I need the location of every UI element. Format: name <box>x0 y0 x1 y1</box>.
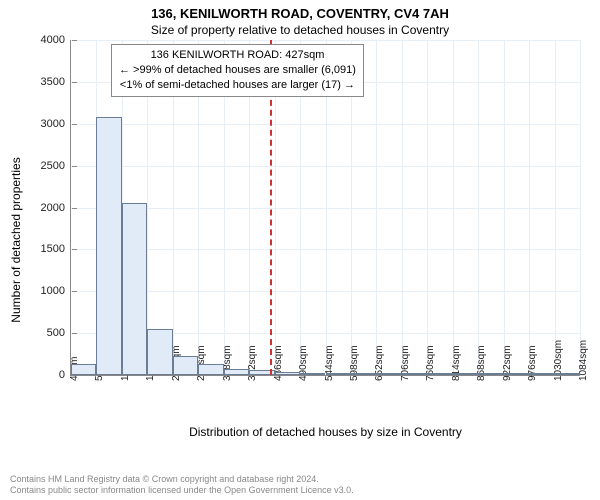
gridline-v <box>478 40 479 375</box>
x-tick: 382sqm <box>247 345 258 381</box>
gridline-v <box>402 40 403 375</box>
histogram-bar <box>71 364 96 375</box>
x-tick: 436sqm <box>273 345 284 381</box>
gridline-v <box>580 40 581 375</box>
gridline-v <box>555 40 556 375</box>
histogram-bar <box>96 117 121 375</box>
x-tick: 976sqm <box>527 345 538 381</box>
chart-region: Number of detached properties Distributi… <box>22 40 582 440</box>
histogram-bar <box>427 373 452 375</box>
y-tick: 1500 <box>41 243 71 255</box>
page-subtitle: Size of property relative to detached ho… <box>0 23 600 39</box>
x-tick: 544sqm <box>324 345 335 381</box>
histogram-bar <box>504 373 529 375</box>
histogram-bar <box>122 203 147 375</box>
info-line-3: <1% of semi-detached houses are larger (… <box>119 78 356 93</box>
x-tick: 922sqm <box>502 345 513 381</box>
histogram-bar <box>351 373 376 375</box>
histogram-bar <box>402 373 427 375</box>
y-axis-label: Number of detached properties <box>9 157 23 322</box>
gridline-v <box>376 40 377 375</box>
histogram-bar <box>173 356 198 375</box>
histogram-bar <box>224 369 249 375</box>
histogram-bar <box>453 373 478 375</box>
histogram-bar <box>147 329 172 375</box>
y-tick: 3500 <box>41 76 71 88</box>
histogram-bar <box>326 373 351 375</box>
gridline-v <box>427 40 428 375</box>
x-tick: 652sqm <box>374 345 385 381</box>
x-tick: 706sqm <box>400 345 411 381</box>
plot-area: Distribution of detached houses by size … <box>70 40 580 376</box>
marker-info-box: 136 KENILWORTH ROAD: 427sqm ← >99% of de… <box>111 44 364 97</box>
histogram-bar <box>275 372 300 375</box>
x-tick: 598sqm <box>349 345 360 381</box>
x-tick: 490sqm <box>298 345 309 381</box>
gridline-v <box>453 40 454 375</box>
info-line-2: ← >99% of detached houses are smaller (6… <box>119 63 356 78</box>
x-tick: 814sqm <box>451 345 462 381</box>
histogram-bar <box>555 373 580 375</box>
histogram-bar <box>376 373 401 375</box>
histogram-bar <box>198 364 223 375</box>
page-title: 136, KENILWORTH ROAD, COVENTRY, CV4 7AH <box>0 0 600 23</box>
x-tick: 868sqm <box>476 345 487 381</box>
x-tick: 760sqm <box>425 345 436 381</box>
histogram-bar <box>300 373 325 375</box>
y-tick: 4000 <box>41 34 71 46</box>
footer-line-1: Contains HM Land Registry data © Crown c… <box>10 474 354 485</box>
gridline-v <box>504 40 505 375</box>
gridline-v <box>529 40 530 375</box>
footer-attribution: Contains HM Land Registry data © Crown c… <box>10 474 354 497</box>
x-axis-label: Distribution of detached houses by size … <box>71 425 580 439</box>
y-tick: 2500 <box>41 160 71 172</box>
histogram-bar <box>529 373 554 375</box>
footer-line-2: Contains public sector information licen… <box>10 485 354 496</box>
y-tick: 3000 <box>41 118 71 130</box>
histogram-bar <box>478 373 503 375</box>
info-line-1: 136 KENILWORTH ROAD: 427sqm <box>119 48 356 63</box>
y-tick: 2000 <box>41 202 71 214</box>
y-tick: 500 <box>47 327 71 339</box>
y-tick: 1000 <box>41 285 71 297</box>
